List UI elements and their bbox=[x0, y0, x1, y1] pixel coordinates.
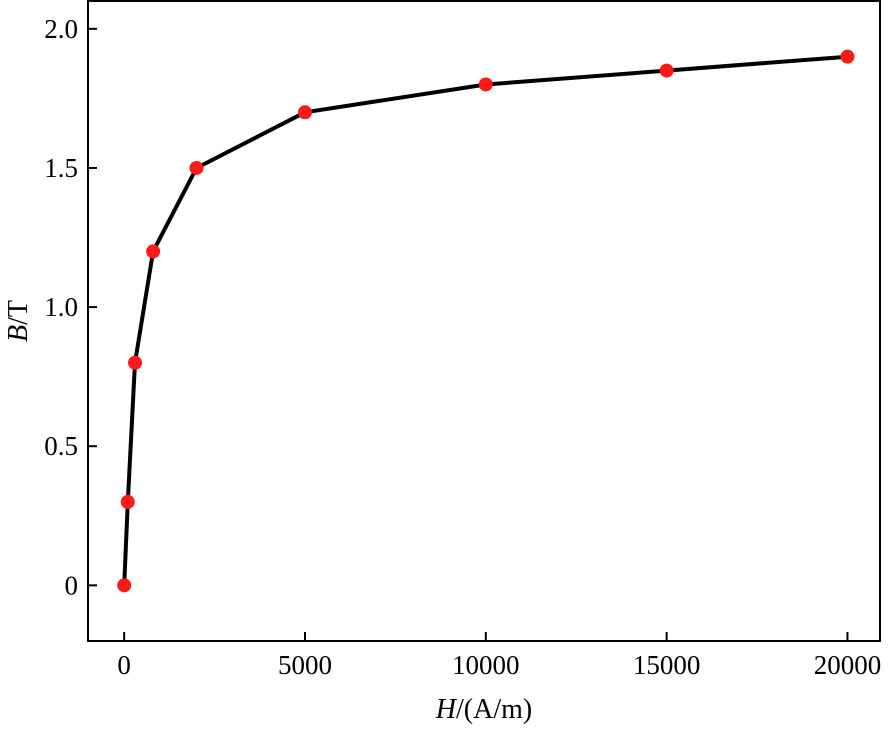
data-point bbox=[659, 63, 674, 78]
data-point bbox=[478, 77, 493, 92]
x-axis-ticks: 0 5000 10000 15000 20000 bbox=[117, 632, 881, 680]
y-axis-label-symbol: B bbox=[3, 325, 34, 342]
y-axis-label-unit: /T bbox=[3, 300, 34, 325]
x-axis-label-unit: /(A/m) bbox=[456, 694, 532, 725]
plot-frame bbox=[87, 0, 881, 642]
x-axis-label-symbol: H bbox=[435, 694, 458, 725]
data-point bbox=[128, 355, 143, 370]
series-layer bbox=[117, 49, 855, 593]
x-tick-label: 15000 bbox=[633, 650, 701, 680]
x-tick-label: 20000 bbox=[814, 650, 882, 680]
x-tick-label: 5000 bbox=[278, 650, 332, 680]
y-axis-label: B/T bbox=[3, 300, 34, 342]
data-point bbox=[120, 494, 135, 509]
data-point bbox=[840, 49, 855, 64]
y-tick-label: 2.0 bbox=[44, 14, 78, 44]
y-tick-label: 1.5 bbox=[44, 153, 78, 183]
y-axis-ticks: 0 0.5 1.0 1.5 2.0 bbox=[44, 14, 97, 600]
y-tick-label: 0 bbox=[65, 570, 79, 600]
data-point bbox=[146, 244, 161, 259]
data-point bbox=[189, 160, 204, 175]
x-tick-label: 0 bbox=[117, 650, 131, 680]
x-axis-label: H/(A/m) bbox=[435, 694, 532, 725]
x-tick-label: 10000 bbox=[452, 650, 520, 680]
data-point bbox=[297, 105, 312, 120]
data-point bbox=[117, 578, 132, 593]
series-line bbox=[122, 54, 850, 588]
y-tick-label: 1.0 bbox=[44, 292, 78, 322]
y-tick-label: 0.5 bbox=[44, 431, 78, 461]
